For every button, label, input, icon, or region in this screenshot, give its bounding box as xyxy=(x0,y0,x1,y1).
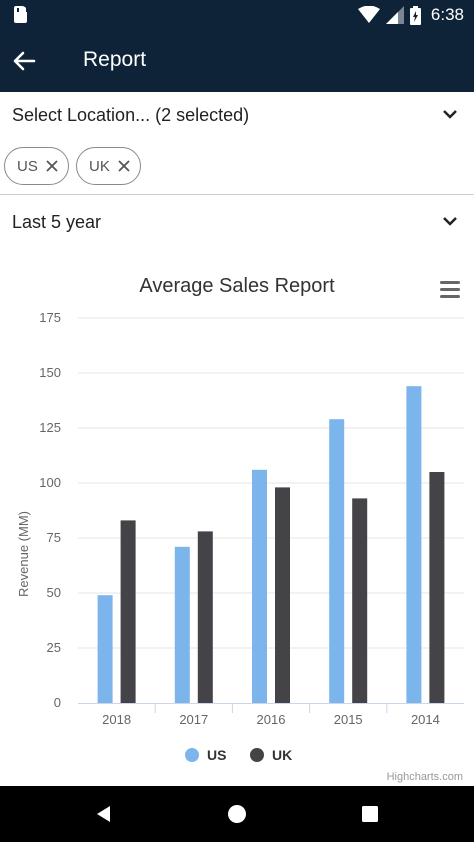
x-tick-label: 2014 xyxy=(411,712,440,727)
arrow-left-icon xyxy=(13,51,36,71)
y-tick-label: 100 xyxy=(39,475,61,490)
y-tick-label: 175 xyxy=(39,310,61,325)
chart-menu-button[interactable] xyxy=(440,281,460,298)
chip-label: UK xyxy=(89,157,110,175)
signal-icon xyxy=(385,6,404,24)
y-tick-label: 50 xyxy=(47,585,61,600)
location-selector[interactable]: Select Location... (2 selected) xyxy=(0,92,474,138)
legend-item-uk[interactable]: UK xyxy=(250,747,292,763)
menu-icon-line xyxy=(440,288,460,291)
period-selector[interactable]: Last 5 year xyxy=(0,198,474,246)
x-tick-label: 2018 xyxy=(102,712,131,727)
app-bar: Report xyxy=(0,30,474,92)
back-button[interactable] xyxy=(8,45,40,77)
menu-icon-line xyxy=(440,295,460,298)
square-recents-icon xyxy=(362,806,378,822)
y-tick-label: 75 xyxy=(47,530,61,545)
nav-back-button[interactable] xyxy=(90,800,118,828)
battery-icon xyxy=(409,5,421,25)
menu-icon-line xyxy=(440,281,460,284)
x-tick-label: 2015 xyxy=(334,712,363,727)
period-selector-label: Last 5 year xyxy=(12,211,102,232)
y-tick-label: 150 xyxy=(39,365,61,380)
bar-us-2017[interactable] xyxy=(174,546,190,703)
bar-us-2015[interactable] xyxy=(329,419,345,703)
bar-us-2014[interactable] xyxy=(406,386,422,703)
nav-home-button[interactable] xyxy=(223,800,251,828)
bar-uk-2016[interactable] xyxy=(275,487,290,703)
x-tick-label: 2016 xyxy=(257,712,286,727)
page-title: Report xyxy=(83,48,147,71)
y-axis-title: Revenue (MM) xyxy=(16,511,31,597)
y-tick-label: 25 xyxy=(47,640,61,655)
y-tick-label: 0 xyxy=(54,695,61,710)
legend-symbol xyxy=(250,748,264,762)
nav-recents-button[interactable] xyxy=(356,800,384,828)
status-bar: 6:38 xyxy=(0,0,474,30)
close-icon[interactable] xyxy=(118,160,130,172)
chart-container: Average Sales Report 0 25 50 75 100 125 150 175… xyxy=(0,258,474,786)
chip-us[interactable]: US xyxy=(4,147,69,185)
bar-uk-2015[interactable] xyxy=(352,498,368,703)
bar-us-2018[interactable] xyxy=(97,595,113,703)
legend-label: UK xyxy=(272,747,292,763)
chart-title: Average Sales Report xyxy=(139,275,335,297)
bar-us-2016[interactable] xyxy=(252,469,267,703)
divider xyxy=(0,194,474,195)
navigation-bar xyxy=(0,786,474,842)
chevron-down-icon xyxy=(443,217,457,226)
bar-uk-2017[interactable] xyxy=(197,531,213,703)
x-tick-label: 2017 xyxy=(179,712,208,727)
legend-item-us[interactable]: US xyxy=(185,747,226,763)
chevron-down-icon xyxy=(443,110,457,119)
selected-locations: US UK xyxy=(0,142,474,192)
triangle-back-icon xyxy=(97,806,110,822)
chip-uk[interactable]: UK xyxy=(76,147,141,185)
close-icon[interactable] xyxy=(46,160,58,172)
location-selector-label: Select Location... (2 selected) xyxy=(12,104,250,125)
chip-label: US xyxy=(17,157,38,175)
chart: Average Sales Report 0 25 50 75 100 125 150 175… xyxy=(16,275,464,783)
y-tick-label: 125 xyxy=(39,420,61,435)
legend-symbol xyxy=(185,748,199,762)
wifi-icon xyxy=(357,6,380,23)
bar-uk-2018[interactable] xyxy=(120,520,136,703)
bar-uk-2014[interactable] xyxy=(429,472,445,703)
credits[interactable]: Highcharts.com xyxy=(387,771,463,783)
clock: 6:38 xyxy=(430,5,464,24)
legend-label: US xyxy=(207,747,226,763)
sd-card-icon xyxy=(14,6,28,23)
circle-home-icon xyxy=(228,805,246,823)
status-icons: 6:38 xyxy=(357,4,464,26)
